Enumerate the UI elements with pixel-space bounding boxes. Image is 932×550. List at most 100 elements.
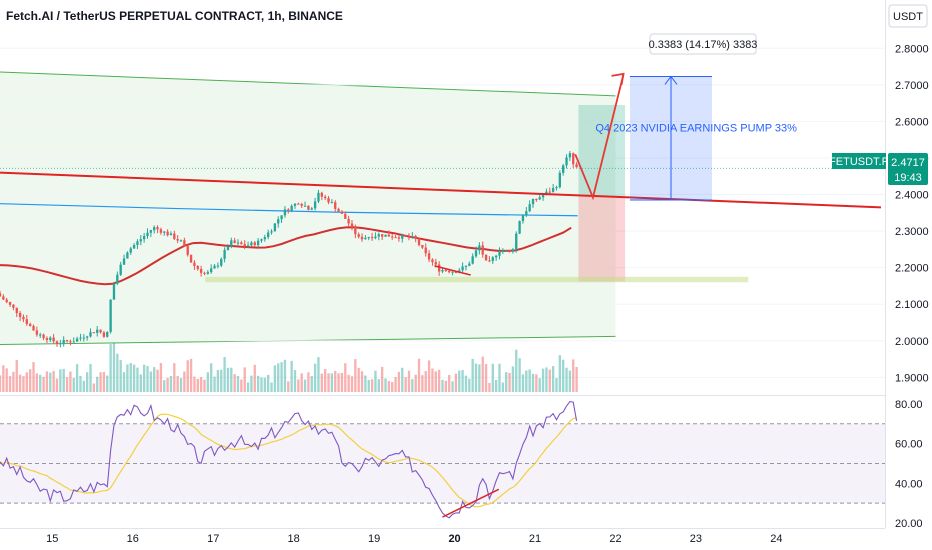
candle-body (377, 234, 380, 237)
volume-bar (434, 371, 437, 392)
volume-bar (12, 371, 15, 392)
candle-body (79, 337, 82, 339)
volume-bar (377, 379, 380, 392)
candle-body (380, 234, 384, 237)
candle-body (267, 232, 270, 238)
candle-body (434, 262, 437, 265)
time-tick-label: 17 (207, 533, 219, 545)
candle-body (310, 208, 313, 210)
volume-bar (273, 365, 277, 392)
candle-body (494, 255, 498, 258)
candle-body (213, 265, 216, 269)
candle-body (562, 165, 565, 173)
rsi-layer (0, 401, 885, 519)
volume-bar (260, 377, 263, 392)
volume-bar (102, 371, 106, 392)
candle-body (441, 270, 444, 272)
volume-bar (555, 378, 558, 392)
candle-body (49, 337, 52, 341)
volume-bar (568, 370, 572, 392)
volume-bar (139, 374, 142, 392)
candle-body (505, 250, 508, 252)
price-tick-label: 2.6000 (895, 116, 929, 128)
volume-layer (0, 342, 578, 392)
volume-bar (250, 375, 253, 392)
volume-bar (323, 369, 327, 392)
projection-arrowhead (611, 72, 625, 86)
candle-body (206, 272, 210, 274)
currency-badge[interactable]: USDT (888, 4, 928, 28)
candle-body (28, 323, 32, 326)
volume-bar (92, 383, 96, 392)
candle-body (337, 208, 340, 212)
candle-body (183, 240, 186, 246)
volume-bar (421, 375, 424, 392)
volume-bar (183, 371, 186, 392)
candle-body (166, 231, 169, 236)
candle-body (575, 164, 578, 168)
volume-bar (0, 375, 2, 392)
volume-bar (159, 363, 163, 392)
volume-bar (334, 370, 337, 392)
volume-bar (414, 374, 417, 392)
volume-bar (347, 374, 350, 392)
candle-body (404, 235, 407, 237)
earnings-note: Q4 2023 NVIDIA EARNINGS PUMP 33% (595, 123, 797, 135)
candle-body (287, 209, 290, 211)
measure-label-box: 0.3383 (14.17%) 3383 (649, 33, 757, 55)
volume-bar (89, 363, 92, 392)
volume-bar (374, 370, 377, 392)
volume-bar (340, 372, 344, 392)
candle-body (280, 215, 283, 220)
rsi-axis[interactable]: 80.00 60.00 40.00 20.00 (895, 399, 923, 530)
time-axis[interactable]: 15 16 17 18 19 20 21 22 23 24 (46, 533, 782, 545)
volume-bar (18, 374, 22, 392)
candle-body (555, 187, 558, 189)
candle-body (263, 237, 267, 240)
volume-bar (15, 360, 18, 392)
volume-bar (454, 373, 458, 392)
candle-body (344, 213, 347, 219)
candle-body (223, 249, 226, 259)
candle-body (270, 231, 273, 233)
volume-bar (575, 367, 578, 392)
candle-body (374, 236, 377, 239)
candle-body (407, 236, 411, 238)
candle-body (186, 245, 189, 255)
candle-body (350, 223, 354, 227)
candle-body (387, 234, 391, 237)
volume-bar (437, 369, 441, 392)
price-axis[interactable]: 2.80002.70002.60002.50002.40002.30002.20… (895, 43, 929, 384)
candle-body (498, 251, 501, 256)
volume-bar (62, 368, 65, 392)
candle-body (92, 332, 96, 334)
volume-bar (79, 375, 82, 392)
candle-body (508, 250, 511, 252)
candle-body (364, 237, 367, 240)
candle-body (293, 203, 297, 206)
volume-bar (223, 357, 226, 392)
volume-bar (508, 372, 511, 392)
volume-bar (505, 372, 508, 392)
volume-bar (199, 377, 203, 392)
candle-body (42, 334, 45, 339)
volume-bar (119, 360, 122, 392)
candle-body (484, 254, 488, 261)
support-band (205, 276, 749, 283)
candle-body (421, 245, 424, 248)
volume-bar (518, 358, 521, 392)
candle-body (525, 211, 528, 216)
volume-bar (401, 367, 404, 392)
volume-bar (25, 372, 28, 392)
volume-bar (173, 363, 176, 392)
volume-bar (313, 363, 317, 392)
volume-bar (156, 369, 159, 392)
candle-body (35, 330, 39, 335)
volume-bar (337, 373, 340, 392)
candle-body (260, 239, 263, 241)
candle-body (360, 236, 364, 240)
candle-body (146, 232, 149, 236)
volume-bar (411, 379, 414, 392)
